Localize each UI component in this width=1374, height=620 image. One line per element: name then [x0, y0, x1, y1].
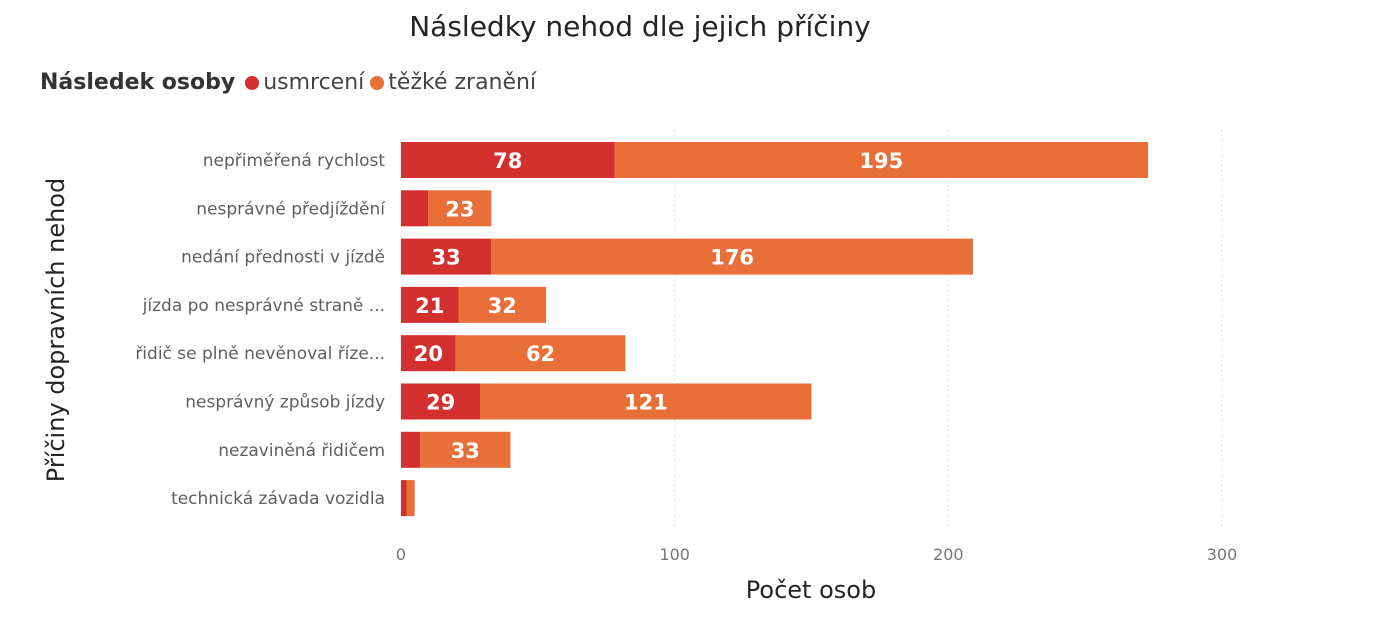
bar-tezke-zraneni-3[interactable] [491, 238, 973, 275]
legend-item-usmrceni[interactable]: usmrcení [245, 70, 364, 95]
legend-swatch-tezke-zraneni [370, 75, 385, 90]
bar-tezke-zraneni-5[interactable] [455, 335, 626, 372]
x-tick-labels: 0 100 200 300 [396, 545, 1237, 564]
data-label-usmrceni-3: 33 [432, 246, 461, 270]
data-label-tezke-zraneni-1: 195 [859, 149, 903, 173]
category-label-nezavinena-ridicem: nezaviněná řidičem [218, 441, 385, 461]
bar-usmrceni-7[interactable] [401, 431, 421, 468]
x-tick-label-300: 300 [1207, 545, 1238, 564]
bar-usmrceni-3[interactable] [401, 238, 492, 275]
legend-label-usmrceni: usmrcení [263, 70, 365, 95]
bar-tezke-zraneni-1[interactable] [614, 142, 1149, 178]
bar-usmrceni-5[interactable] [401, 335, 456, 372]
category-label-jizda-po-nespravne-strane: jízda po nesprávné straně ... [142, 296, 385, 316]
x-tick-label-0: 0 [396, 545, 406, 564]
bar-tezke-zraneni-2[interactable] [428, 190, 492, 227]
bars: 78 195 23 33 176 21 32 20 62 29 121 33 [401, 142, 1149, 517]
category-label-nedani-prednosti-v-jizde: nedání přednosti v jízdě [181, 248, 385, 268]
category-label-ridic-se-plne-nevenoval-rize: řidič se plně nevěnoval říze... [135, 344, 385, 364]
legend-item-tezke-zraneni[interactable]: těžké zranění [370, 70, 536, 95]
bar-usmrceni-2[interactable] [401, 190, 429, 227]
data-label-tezke-zraneni-6: 121 [624, 391, 668, 415]
bar-tezke-zraneni-6[interactable] [480, 383, 812, 420]
legend-label-tezke-zraneni: těžké zranění [388, 70, 537, 95]
bar-usmrceni-4[interactable] [401, 286, 459, 323]
legend: Následek osoby usmrcení těžké zranění [40, 70, 542, 95]
data-label-tezke-zraneni-3: 176 [710, 246, 754, 270]
bar-usmrceni-8[interactable] [401, 480, 407, 517]
data-label-usmrceni-4: 21 [415, 294, 444, 318]
data-label-tezke-zraneni-2: 23 [445, 197, 474, 221]
bar-usmrceni-6[interactable] [401, 383, 481, 420]
data-label-tezke-zraneni-5: 62 [526, 342, 555, 366]
bar-usmrceni-1[interactable] [401, 142, 615, 178]
bar-tezke-zraneni-8[interactable] [406, 480, 415, 517]
x-tick-label-100: 100 [659, 545, 690, 564]
legend-title: Následek osoby [40, 70, 236, 95]
chart-title: Následky nehod dle jejich příčiny [409, 10, 871, 43]
data-label-usmrceni-5: 20 [414, 342, 443, 366]
data-label-tezke-zraneni-7: 33 [451, 439, 480, 463]
bar-tezke-zraneni-7[interactable] [420, 431, 511, 468]
category-label-technicka-zavada-vozidla: technická závada vozidla [171, 489, 385, 509]
bar-tezke-zraneni-4[interactable] [458, 286, 547, 323]
data-label-tezke-zraneni-4: 32 [488, 294, 517, 318]
data-label-usmrceni-1: 78 [493, 149, 522, 173]
category-label-neprimerena-rychlost: nepřiměřená rychlost [203, 151, 386, 171]
category-labels: nepřiměřená rychlost nesprávné předjížděn… [135, 151, 386, 509]
category-label-nespravny-zpusob-jizdy: nesprávný způsob jízdy [185, 393, 385, 413]
category-label-nespravne-predjizdeni: nesprávné předjíždění [196, 199, 386, 219]
grid-lines [674, 130, 1223, 530]
x-axis-title: Počet osob [745, 576, 877, 604]
legend-swatch-usmrceni [245, 75, 260, 90]
data-label-usmrceni-6: 29 [426, 391, 455, 415]
x-tick-label-200: 200 [933, 545, 964, 564]
